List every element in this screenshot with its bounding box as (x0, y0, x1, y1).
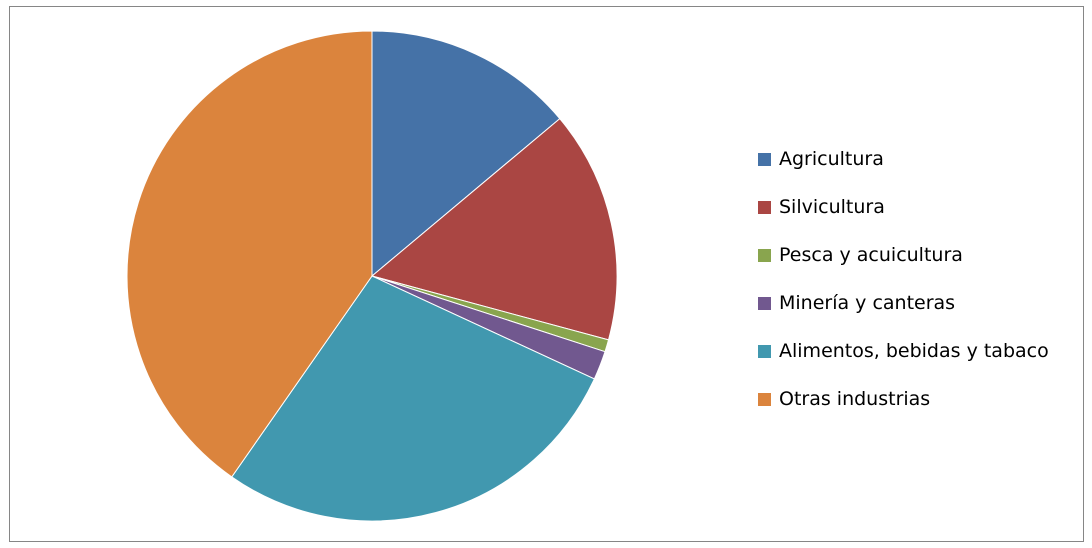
pie-slice-1 (370, 117, 618, 341)
legend-swatch (758, 296, 771, 310)
legend-swatch (758, 344, 771, 358)
legend-item-2: Pesca y acuicultura (758, 243, 1049, 267)
legend-swatch (758, 392, 771, 406)
chart-frame: Agricultura Silvicultura Pesca y acuicultu… (9, 6, 1084, 542)
legend-label: Pesca y acuicultura (779, 244, 963, 266)
legend-item-4: Alimentos, bebidas y tabaco (758, 339, 1049, 363)
legend-label: Otras industrias (779, 388, 931, 410)
pie-slice-5 (126, 30, 373, 478)
legend-label: Agricultura (779, 148, 884, 170)
legend-item-3: Minería y canteras (758, 291, 1049, 315)
pie-slice-4 (231, 275, 595, 522)
legend-swatch (758, 200, 771, 214)
legend-swatch (758, 248, 771, 262)
pie-chart (126, 30, 618, 522)
legend-item-5: Otras industrias (758, 387, 1049, 411)
legend-label: Minería y canteras (779, 292, 956, 314)
legend-swatch (758, 152, 771, 166)
legend-label: Alimentos, bebidas y tabaco (779, 340, 1049, 362)
legend-label: Silvicultura (779, 196, 885, 218)
chart-legend: Agricultura Silvicultura Pesca y acuicultu… (758, 147, 1049, 435)
legend-item-0: Agricultura (758, 147, 1049, 171)
pie-slice-0 (371, 30, 561, 278)
legend-item-1: Silvicultura (758, 195, 1049, 219)
